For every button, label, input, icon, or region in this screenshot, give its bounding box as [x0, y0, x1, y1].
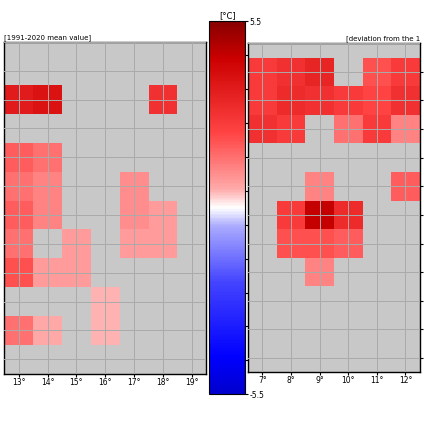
Bar	[148, 201, 177, 229]
Bar	[391, 115, 420, 143]
Bar	[248, 58, 277, 86]
Bar	[4, 201, 33, 229]
Bar	[334, 201, 363, 229]
Bar	[33, 172, 62, 201]
Bar	[91, 316, 120, 345]
Bar	[277, 229, 305, 258]
Bar	[33, 201, 62, 229]
Bar	[4, 258, 33, 287]
Bar	[148, 85, 177, 114]
Bar	[363, 115, 391, 143]
Bar	[305, 172, 334, 201]
Bar	[4, 316, 33, 345]
Bar	[33, 143, 62, 172]
Bar	[33, 258, 62, 287]
Bar	[120, 172, 148, 201]
Bar	[62, 229, 91, 258]
Bar	[248, 115, 277, 143]
Bar	[4, 229, 33, 258]
Bar	[277, 86, 305, 115]
Bar	[305, 58, 334, 86]
Text: [deviation from the 1: [deviation from the 1	[346, 36, 420, 42]
Bar	[148, 229, 177, 258]
Bar	[391, 86, 420, 115]
Bar	[277, 201, 305, 229]
Bar	[334, 229, 363, 258]
Bar	[120, 229, 148, 258]
Bar	[391, 58, 420, 86]
Bar	[91, 287, 120, 316]
Bar	[363, 58, 391, 86]
Bar	[33, 85, 62, 114]
Bar	[248, 86, 277, 115]
Bar	[277, 58, 305, 86]
Bar	[305, 86, 334, 115]
Bar	[33, 316, 62, 345]
Title: [°C]: [°C]	[219, 11, 235, 20]
Bar	[305, 258, 334, 287]
Text: [1991-2020 mean value]: [1991-2020 mean value]	[4, 34, 91, 41]
Bar	[363, 86, 391, 115]
Bar	[334, 115, 363, 143]
Bar	[305, 229, 334, 258]
Bar	[305, 201, 334, 229]
Bar	[4, 85, 33, 114]
Bar	[391, 172, 420, 201]
Bar	[120, 201, 148, 229]
Bar	[277, 115, 305, 143]
Bar	[62, 258, 91, 287]
Bar	[334, 86, 363, 115]
Bar	[4, 143, 33, 172]
Bar	[4, 172, 33, 201]
